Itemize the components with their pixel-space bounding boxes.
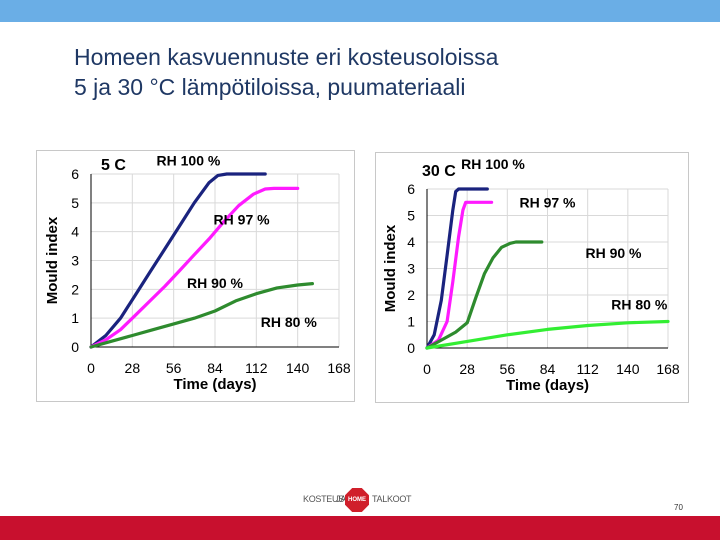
x-axis-title: Time (days) [506,377,589,394]
logo-text-mid: JA [336,494,346,504]
logo-text-left: KOSTEUS- [303,494,347,504]
y-axis-title: Mould index [382,224,399,312]
series-label: RH 90 % [585,245,642,261]
title-line-1: Homeen kasvuennuste eri kosteusoloissa [74,44,499,70]
page-number: 70 [674,503,683,512]
kosteus-home-talkoot-logo: KOSTEUS- JA HOME TALKOOT [303,488,413,512]
y-tick-label: 5 [407,208,415,224]
series-label: RH 90 % [187,275,244,291]
series-line-rh-100- [425,187,489,350]
x-tick-label: 112 [577,361,600,377]
series-label: RH 100 % [157,152,221,168]
x-tick-label: 0 [423,361,431,377]
series-label: RH 80 % [611,297,668,313]
y-tick-label: 1 [407,314,415,330]
series-label: RH 80 % [261,314,318,330]
y-tick-label: 6 [407,181,415,197]
chart-title: 30 C [422,163,456,180]
chart-30c: 0 1 2 3 4 5 6 0 28 56 84 112 140 168 Time (days) Mould … [375,152,689,403]
bottom-accent-bar [0,516,720,540]
y-tick-label: 5 [71,195,79,211]
x-tick-label: 84 [207,360,223,376]
x-tick-label: 28 [125,360,141,376]
title-line-2: 5 ja 30 °C lämpötiloissa, puumateriaali [74,74,466,100]
y-tick-label: 2 [407,287,415,303]
top-accent-bar [0,0,720,22]
series-label: RH 97 % [214,211,271,227]
slide-title: Homeen kasvuennuste eri kosteusoloissa 5… [74,42,694,102]
series-line-rh-97- [425,200,494,350]
x-tick-label: 112 [245,360,268,376]
x-axis-title: Time (days) [173,376,256,393]
series-line-rh-90- [425,240,544,350]
y-tick-label: 0 [407,340,415,356]
series-label: RH 100 % [461,156,525,172]
x-tick-label: 56 [166,360,182,376]
x-tick-label: 168 [656,361,680,377]
logo-badge-text: HOME [348,497,366,503]
y-tick-label: 1 [71,310,79,326]
y-tick-label: 3 [71,253,79,269]
series-line-rh-100- [89,172,267,349]
x-tick-label: 56 [500,361,516,377]
chart-5c: 0 1 2 3 4 5 6 0 28 56 84 112 140 168 Time (days) Mould … [36,150,355,402]
x-tick-label: 168 [327,360,351,376]
series-label: RH 97 % [519,195,576,211]
chart-title: 5 C [101,157,126,174]
series-line-rh-90- [89,282,314,349]
y-tick-label: 2 [71,281,79,297]
y-tick-label: 4 [71,224,79,240]
y-tick-label: 0 [71,339,79,355]
y-axis-title: Mould index [44,216,61,304]
y-tick-label: 6 [71,166,79,182]
logo-text-right: TALKOOT [372,494,412,504]
series-line-rh-80- [425,319,670,350]
x-tick-label: 0 [87,360,95,376]
logo-stop-badge: HOME [345,488,369,512]
x-tick-label: 84 [540,361,556,377]
y-tick-label: 4 [407,234,415,250]
x-tick-label: 140 [616,361,640,377]
series-line-rh-97- [89,186,300,349]
x-tick-label: 140 [286,360,310,376]
x-tick-label: 28 [459,361,475,377]
y-tick-label: 3 [407,261,415,277]
